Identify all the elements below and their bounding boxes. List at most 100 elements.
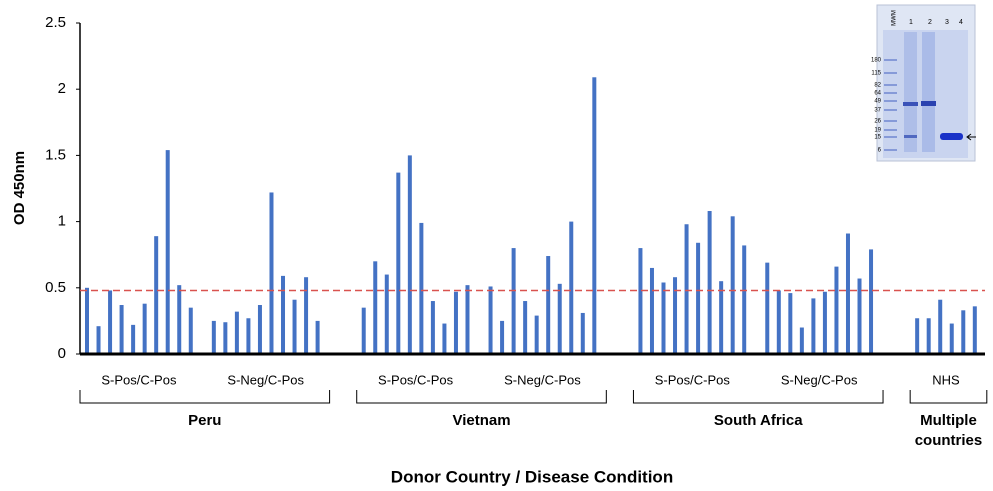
- bar: [581, 313, 585, 354]
- bar: [546, 256, 550, 354]
- bar: [143, 304, 147, 354]
- bar: [788, 293, 792, 354]
- lane-1-band: [903, 102, 918, 106]
- bar: [800, 328, 804, 354]
- bar: [293, 300, 297, 354]
- lane-2-smear: [922, 32, 935, 152]
- y-tick-label: 1.5: [45, 146, 66, 163]
- bar: [696, 243, 700, 354]
- bar: [120, 305, 124, 354]
- bar: [408, 155, 412, 354]
- bar: [973, 306, 977, 354]
- y-tick-label: 1: [58, 213, 66, 230]
- bar: [246, 318, 250, 354]
- lane-label: 2: [928, 19, 932, 26]
- bar: [650, 268, 654, 354]
- bar: [108, 290, 112, 354]
- bar: [938, 300, 942, 354]
- bar: [166, 150, 170, 354]
- bar: [512, 248, 516, 354]
- bar: [673, 277, 677, 354]
- bar: [834, 267, 838, 354]
- bar: [489, 286, 493, 354]
- y-tick-label: 2.5: [45, 14, 66, 31]
- x-axis-title: Donor Country / Disease Condition: [391, 467, 673, 486]
- bar: [846, 234, 850, 354]
- subgroup-label: S-Pos/C-Pos: [101, 372, 177, 387]
- y-tick-label: 0: [58, 345, 66, 362]
- subgroup-label: S-Neg/C-Pos: [504, 372, 581, 387]
- bar: [177, 285, 181, 354]
- bar: [719, 281, 723, 354]
- bar: [419, 223, 423, 354]
- bar: [765, 263, 769, 354]
- bar: [373, 261, 377, 354]
- chart: OD 450nm Donor Country / Disease Conditi…: [0, 0, 993, 491]
- bar: [316, 321, 320, 354]
- bracket: [80, 390, 330, 403]
- bar: [258, 305, 262, 354]
- bar: [558, 284, 562, 354]
- bar: [97, 326, 101, 354]
- lane-1-smear: [904, 32, 917, 152]
- bar: [569, 222, 573, 354]
- y-axis-title: OD 450nm: [11, 151, 28, 225]
- bar: [281, 276, 285, 354]
- bar: [731, 216, 735, 354]
- marker-label: 15: [874, 135, 881, 141]
- marker-label: 37: [874, 108, 881, 114]
- bar: [500, 321, 504, 354]
- bar: [950, 324, 954, 354]
- bar: [304, 277, 308, 354]
- bar: [742, 245, 746, 354]
- bar: [223, 322, 227, 354]
- lane-label: 1: [909, 19, 913, 26]
- subgroup-label: S-Pos/C-Pos: [655, 372, 731, 387]
- marker-label: 115: [871, 71, 881, 77]
- lane-1-band: [904, 135, 917, 138]
- bar: [823, 292, 827, 354]
- bar: [592, 77, 596, 354]
- lane-2-band: [921, 101, 936, 106]
- bar: [685, 224, 689, 354]
- bar: [638, 248, 642, 354]
- bracket: [910, 390, 987, 403]
- bar: [385, 275, 389, 354]
- bar: [915, 318, 919, 354]
- marker-label: 19: [874, 128, 881, 134]
- bar: [961, 310, 965, 354]
- bracket: [633, 390, 883, 403]
- bar: [154, 236, 158, 354]
- lane-label: MWM: [892, 10, 898, 26]
- bar: [927, 318, 931, 354]
- subgroup-label: S-Pos/C-Pos: [378, 372, 454, 387]
- bar: [212, 321, 216, 354]
- bar: [523, 301, 527, 354]
- bar: [811, 298, 815, 354]
- bar: [777, 290, 781, 354]
- y-tick-label: 2: [58, 80, 66, 97]
- marker-label: 26: [874, 119, 881, 125]
- marker-label: 49: [874, 99, 881, 105]
- bar: [442, 324, 446, 354]
- bar: [235, 312, 239, 354]
- bar: [858, 279, 862, 354]
- subgroup-label: S-Neg/C-Pos: [227, 372, 304, 387]
- lane-label: 4: [959, 19, 963, 26]
- bar: [269, 192, 273, 354]
- bar: [869, 249, 873, 354]
- bar: [465, 285, 469, 354]
- bar: [189, 308, 193, 354]
- group-label: South Africa: [658, 411, 858, 431]
- subgroup-label: S-Neg/C-Pos: [781, 372, 858, 387]
- subgroup-label: NHS: [932, 372, 960, 387]
- bar: [535, 316, 539, 354]
- marker-label: 64: [874, 91, 881, 97]
- bar: [454, 292, 458, 354]
- bar: [396, 173, 400, 354]
- group-label: Peru: [105, 411, 305, 431]
- marker-label: 82: [874, 83, 881, 89]
- bar: [362, 308, 366, 354]
- y-tick-label: 0.5: [45, 279, 66, 296]
